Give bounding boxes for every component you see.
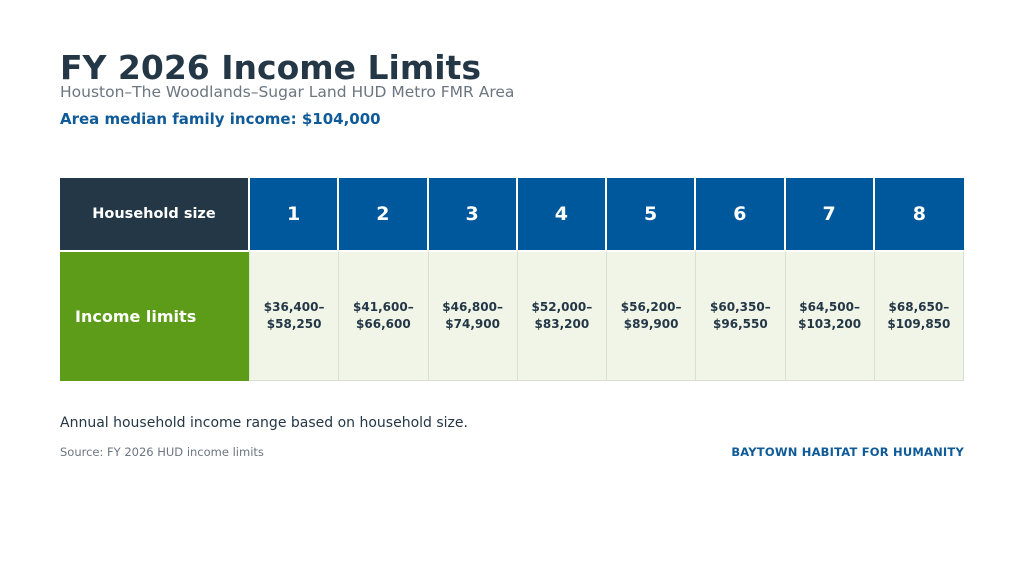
income-range-6: $60,350– $96,550 (696, 250, 786, 381)
income-range-low: $41,600– (353, 300, 414, 314)
income-range-8: $68,650– $109,850 (874, 250, 964, 381)
income-range-4: $52,000– $83,200 (517, 250, 607, 381)
income-range-low: $56,200– (620, 300, 682, 314)
income-range-high: $103,200 (798, 317, 862, 331)
income-range-7: $64,500– $103,200 (785, 250, 875, 381)
household-size-6: 6 (696, 178, 786, 250)
household-size-8: 8 (874, 178, 964, 250)
income-range-low: $60,350– (710, 300, 771, 314)
household-size-4: 4 (517, 178, 607, 250)
organization-name: BAYTOWN HABITAT FOR HUMANITY (731, 445, 964, 459)
household-size-7: 7 (785, 178, 875, 250)
income-limits-row-label: Income limits (60, 250, 250, 381)
source-citation: Source: FY 2026 HUD income limits (60, 445, 264, 459)
income-range-low: $46,800– (442, 300, 503, 314)
income-range-low: $36,400– (263, 300, 325, 314)
table-note: Annual household income range based on h… (60, 415, 468, 431)
income-range-low: $64,500– (799, 300, 860, 314)
income-range-low: $68,650– (888, 300, 950, 314)
household-size-header: Household size (60, 178, 250, 250)
page-subtitle: Houston–The Woodlands–Sugar Land HUD Met… (60, 83, 515, 101)
income-limits-table: Household size 1 2 3 4 5 6 7 8 Income li… (60, 178, 964, 381)
income-range-high: $58,250 (266, 317, 322, 331)
income-range-1: $36,400– $58,250 (250, 250, 340, 381)
page-title: FY 2026 Income Limits (60, 48, 481, 87)
income-range-2: $41,600– $66,600 (339, 250, 429, 381)
income-range-low: $52,000– (531, 300, 593, 314)
income-range-high: $66,600 (356, 317, 411, 331)
income-range-3: $46,800– $74,900 (428, 250, 518, 381)
income-range-high: $83,200 (534, 317, 590, 331)
income-range-5: $56,200– $89,900 (607, 250, 697, 381)
household-size-3: 3 (428, 178, 518, 250)
household-size-2: 2 (339, 178, 429, 250)
household-size-1: 1 (250, 178, 340, 250)
income-range-high: $96,550 (713, 317, 768, 331)
income-range-high: $109,850 (887, 317, 951, 331)
income-range-high: $89,900 (623, 317, 679, 331)
household-size-5: 5 (607, 178, 697, 250)
median-income-label: Area median family income: $104,000 (60, 110, 381, 128)
income-range-high: $74,900 (445, 317, 500, 331)
